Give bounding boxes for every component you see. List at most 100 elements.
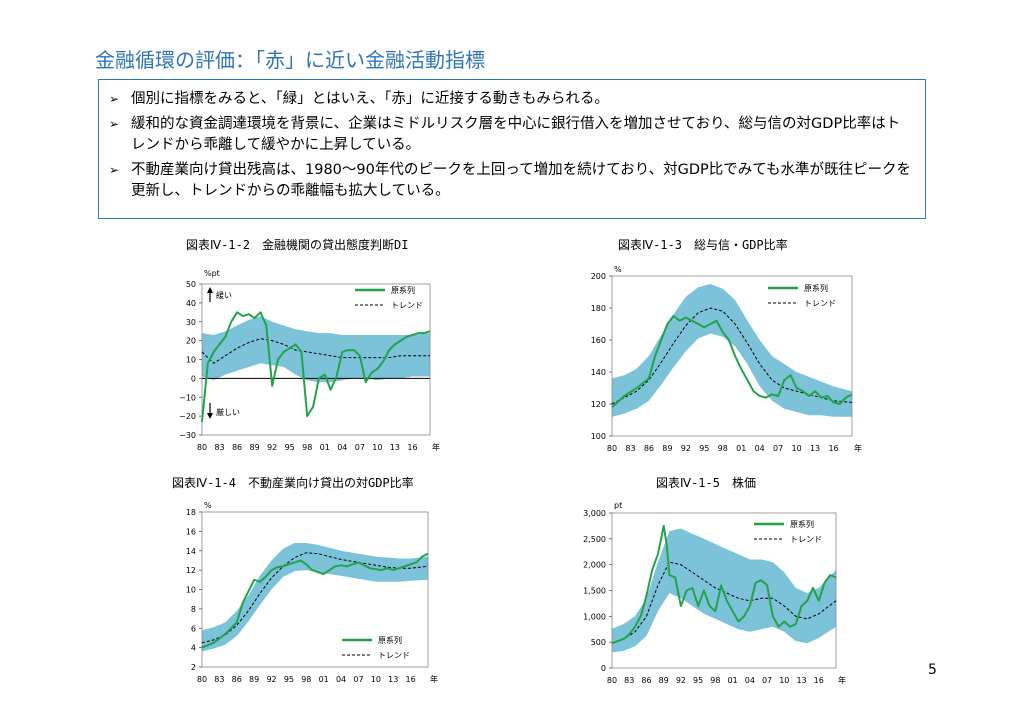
legend-trend-label: トレンド [378,651,410,660]
x-tick-label: 98 [302,443,312,452]
y-tick-label: 18 [186,508,196,517]
page-number: 5 [928,662,937,678]
x-tick-label: 04 [755,444,765,453]
legend-series-label: 原系列 [391,285,415,295]
x-tick-label: 83 [624,676,634,685]
x-tick-label: 07 [353,675,363,684]
y-tick-label: 1,500 [583,587,606,596]
x-tick-label: 80 [197,443,207,452]
y-unit-label: pt [614,501,622,510]
legend-trend-label: トレンド [790,535,822,544]
y-tick-label: 12 [186,566,196,575]
x-tick-label: 16 [407,443,417,452]
chart-title-lending-di: 図表Ⅳ-1-2 金融機関の貸出態度判断DI [186,238,409,252]
x-tick-label: 80 [607,676,617,685]
page-title: 金融循環の評価：「赤」に近い金融活動指標 [95,48,485,72]
legend-series-label: 原系列 [378,635,402,645]
bullet-item: ➢ 個別に指標をみると、「緑」とはいえ、「赤」に近接する動きもみられる。 [109,89,913,110]
y-tick-label: 10 [186,356,196,365]
x-tick-label: 89 [662,444,672,453]
x-tick-label: 86 [644,444,654,453]
plot-frame [611,275,853,437]
legend-trend-label: トレンド [804,299,836,308]
legend-series-label: 原系列 [804,283,828,293]
x-tick-label: 13 [390,443,400,452]
y-tick-label: 6 [191,624,196,633]
x-tick-label: 98 [301,675,311,684]
x-tick-label: 89 [250,443,260,452]
x-tick-label: 80 [607,444,617,453]
stock-price-chart: 3,000 2,500 2,000 1,500 1,000 500 080 83 86 89 92 9… [583,501,846,685]
arrow-bullet-icon: ➢ [109,92,120,106]
legend-series-label: 原系列 [790,519,814,529]
y-tick-label: 500 [591,638,606,647]
y-tick-label: −20 [179,412,196,421]
x-axis-label: 年 [854,443,862,453]
chart-title-credit-gdp: 図表Ⅳ-1-3 総与信・GDP比率 [618,238,788,252]
x-tick-label: 95 [284,675,294,684]
up-arrowhead-icon [207,287,213,293]
x-tick-label: 80 [197,675,207,684]
series-line [611,315,853,408]
x-tick-label: 16 [406,675,416,684]
y-tick-label: 140 [591,368,606,377]
x-tick-label: 01 [319,675,329,684]
y-unit-label: % [204,501,212,510]
y-tick-label: 200 [591,272,606,281]
y-tick-label: 2,500 [583,535,606,544]
y-tick-label: 14 [186,547,196,556]
trend-band [202,316,430,383]
x-tick-label: 16 [828,444,838,453]
y-tick-label: 180 [591,304,606,313]
x-tick-label: 95 [699,444,709,453]
x-tick-label: 10 [371,675,381,684]
y-tick-label: 1,000 [583,612,606,621]
x-tick-label: 83 [214,443,224,452]
x-tick-label: 07 [762,676,772,685]
series-line [611,524,837,645]
y-tick-label: 10 [186,586,196,595]
x-tick-label: 92 [676,676,686,685]
x-tick-label: 83 [214,675,224,684]
arrow-bullet-icon: ➢ [109,117,120,131]
y-tick-label: 8 [191,605,196,614]
x-tick-label: 83 [625,444,635,453]
x-tick-label: 98 [718,444,728,453]
x-tick-label: 95 [693,676,703,685]
y-tick-label: 0 [601,664,606,673]
x-tick-label: 92 [681,444,691,453]
down-arrowhead-icon [207,413,213,419]
bullet-text: 不動産業向け貸出残高は、1980～90年代のピークを上回って増加を続けており、対… [131,162,912,199]
y-tick-label: 2,000 [583,561,606,570]
x-tick-label: 89 [249,675,259,684]
x-tick-label: 86 [232,675,242,684]
summary-box: ➢ 個別に指標をみると、「緑」とはいえ、「赤」に近接する動きもみられる。 ➢ 緩… [98,79,926,219]
x-tick-label: 98 [710,676,720,685]
arrow-bullet-icon: ➢ [109,163,120,177]
x-tick-label: 89 [659,676,669,685]
x-tick-label: 16 [814,676,824,685]
bullet-text: 緩和的な資金調達環境を背景に、企業はミドルリスク層を中心に銀行借入を増加させてお… [131,116,901,153]
y-unit-label: % [614,265,622,274]
y-tick-label: 50 [186,280,196,289]
bullet-item: ➢ 緩和的な資金調達環境を背景に、企業はミドルリスク層を中心に銀行借入を増加させ… [109,114,913,156]
bullet-text: 個別に指標をみると、「緑」とはいえ、「赤」に近接する動きもみられる。 [131,91,609,107]
x-axis-label: 年 [430,674,438,684]
annotation-loose: 緩い [216,290,232,300]
y-tick-label: −30 [179,431,196,440]
x-tick-label: 04 [337,443,347,452]
x-tick-label: 04 [745,676,755,685]
x-tick-label: 04 [336,675,346,684]
y-tick-label: 100 [591,432,606,441]
x-tick-label: 13 [796,676,806,685]
y-tick-label: 4 [191,644,196,653]
bullet-item: ➢ 不動産業向け貸出残高は、1980～90年代のピークを上回って増加を続けており… [109,160,913,202]
y-tick-label: 120 [591,400,606,409]
y-tick-label: 20 [186,337,196,346]
series-line [201,311,431,422]
x-axis-label: 年 [432,442,440,452]
trend-line [201,338,430,364]
x-tick-label: 01 [728,676,738,685]
chart-title-realestate-gdp: 図表Ⅳ-1-4 不動産業向け貸出の対GDP比率 [172,476,414,490]
